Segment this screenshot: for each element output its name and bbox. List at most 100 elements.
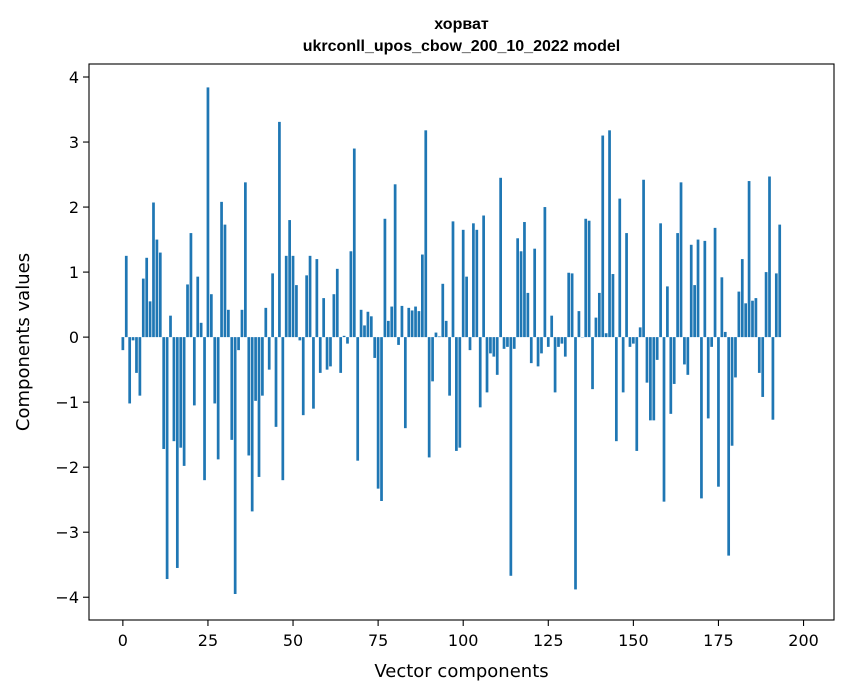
bar — [478, 337, 482, 408]
bar — [342, 335, 346, 338]
bar — [485, 337, 489, 393]
bar — [230, 337, 234, 440]
bar — [649, 337, 652, 421]
bar — [621, 337, 625, 393]
bar — [216, 337, 220, 460]
bar — [281, 337, 285, 481]
x-tick-label: 25 — [198, 631, 218, 650]
bar — [240, 309, 244, 338]
bar — [386, 320, 390, 338]
bar — [318, 337, 322, 373]
bar — [284, 255, 288, 338]
bar — [683, 337, 686, 365]
bar — [696, 239, 700, 338]
chart-title: хорват — [434, 16, 489, 33]
bar — [196, 276, 200, 338]
bar — [352, 148, 356, 338]
bar — [652, 337, 656, 421]
bars-group — [121, 87, 782, 594]
bar — [550, 315, 554, 338]
bar — [591, 337, 594, 390]
bar — [441, 283, 445, 338]
y-axis-ticks: −4 −3 −2 −1 0 1 2 3 4 — [55, 68, 89, 607]
bar — [175, 337, 179, 568]
bar — [366, 311, 370, 338]
bar — [356, 337, 360, 461]
bar — [278, 121, 281, 338]
y-tick-label: 0 — [69, 328, 79, 347]
bar — [727, 337, 731, 556]
bar — [587, 220, 591, 338]
bar — [597, 292, 601, 338]
bar — [227, 309, 230, 338]
bar — [662, 337, 666, 502]
bar — [618, 198, 622, 338]
bar — [465, 276, 468, 338]
bar — [414, 306, 417, 338]
bar — [332, 294, 336, 338]
bar — [744, 303, 748, 338]
bar — [250, 337, 254, 512]
bar — [730, 337, 734, 446]
bar — [189, 233, 193, 338]
bar — [322, 298, 326, 338]
bar — [203, 337, 206, 481]
bar — [710, 337, 714, 347]
bar — [121, 337, 125, 351]
bar — [308, 255, 312, 338]
x-tick-label: 175 — [703, 631, 734, 650]
bar — [315, 259, 319, 338]
bar — [220, 201, 223, 338]
bar — [540, 337, 543, 354]
bar — [247, 337, 251, 456]
y-tick-label: 4 — [69, 68, 79, 87]
bar — [625, 233, 628, 338]
y-tick-label: −3 — [55, 523, 79, 542]
y-tick-label: −2 — [55, 458, 79, 477]
bar — [169, 315, 172, 338]
bar — [608, 130, 611, 338]
bar — [723, 331, 727, 338]
bar — [778, 224, 782, 338]
bar — [339, 337, 343, 373]
bar — [706, 337, 710, 419]
bar — [669, 337, 673, 414]
bar — [614, 337, 618, 442]
bar — [533, 248, 537, 338]
bar — [557, 337, 560, 347]
bar — [138, 337, 142, 396]
bar — [679, 182, 683, 338]
bar — [717, 337, 720, 487]
y-tick-label: 2 — [69, 198, 79, 217]
x-tick-label: 200 — [788, 631, 819, 650]
bar — [393, 184, 397, 338]
bar — [301, 337, 305, 416]
bar — [359, 309, 363, 338]
bar — [407, 307, 411, 338]
bar — [209, 294, 213, 338]
bar — [642, 179, 645, 338]
bar — [689, 244, 693, 338]
bar — [192, 337, 196, 406]
bar — [363, 325, 366, 338]
y-tick-label: 1 — [69, 263, 79, 282]
bar — [148, 301, 152, 338]
bar — [444, 320, 448, 338]
bar — [376, 337, 380, 489]
bar — [182, 337, 186, 466]
x-tick-label: 125 — [533, 631, 564, 650]
bar — [244, 182, 247, 338]
bar — [155, 239, 159, 338]
bar — [713, 227, 717, 338]
bar — [325, 337, 329, 370]
bar — [135, 337, 138, 373]
bar — [124, 255, 128, 338]
bar — [676, 233, 679, 338]
bar — [335, 268, 339, 338]
bar — [502, 337, 506, 349]
bar — [261, 337, 264, 396]
bar — [635, 337, 639, 451]
bar — [495, 337, 499, 375]
bar — [659, 223, 662, 338]
